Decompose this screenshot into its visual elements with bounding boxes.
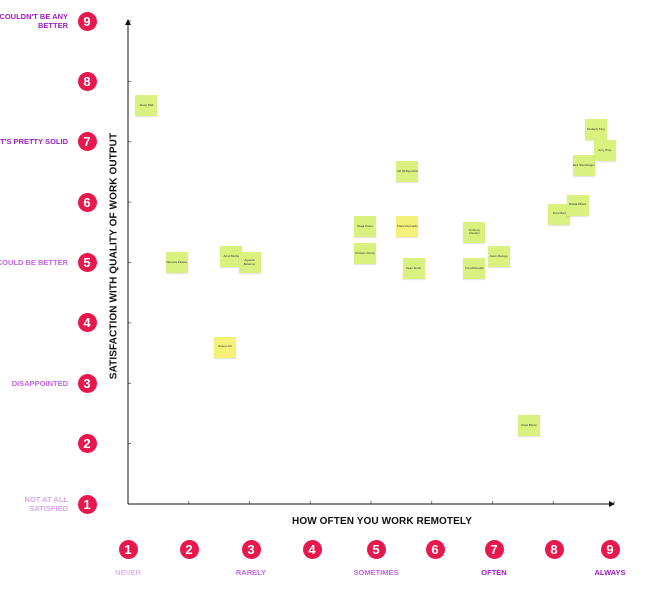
y-scale-label-1: NOT AT ALL SATISFIED bbox=[24, 495, 68, 513]
y-scale-badge-9: 9 bbox=[77, 11, 97, 31]
y-scale-label-3: DISAPPOINTED bbox=[11, 378, 68, 388]
sticky-note[interactable]: Sid McReynolds bbox=[396, 161, 419, 183]
y-scale-badge-7: 7 bbox=[77, 132, 97, 152]
sticky-note[interactable]: Kimberly King bbox=[584, 119, 607, 141]
x-scale-badge-8: 8 bbox=[544, 539, 564, 559]
x-scale-badge-2: 2 bbox=[179, 539, 199, 559]
sticky-note[interactable]: Michal Wlator bbox=[566, 194, 589, 216]
x-scale-badge-6: 6 bbox=[425, 539, 445, 559]
y-scale-badge-6: 6 bbox=[77, 192, 97, 212]
x-scale-badge-3: 3 bbox=[241, 539, 261, 559]
sticky-note[interactable]: Tob McDonald bbox=[463, 258, 486, 280]
sticky-note[interactable]: Jared Bloom bbox=[517, 415, 540, 436]
x-scale-label-9: ALWAYS bbox=[594, 568, 626, 577]
y-scale-badge-8: 8 bbox=[77, 71, 97, 91]
y-axis-title: SATISFACTION WITH QUALITY OF WORK OUTPUT bbox=[108, 132, 120, 380]
x-scale-badge-7: 7 bbox=[484, 539, 504, 559]
y-scale-badge-3: 3 bbox=[77, 373, 97, 393]
sticky-note[interactable]: Mega Potter bbox=[353, 215, 376, 237]
sticky-note[interactable]: Agueda Betancur bbox=[238, 252, 261, 273]
sticky-note[interactable]: Kimberly Chudeni bbox=[463, 221, 486, 243]
sticky-note[interactable]: Doris Barr bbox=[548, 203, 571, 225]
y-scale-badge-4: 4 bbox=[77, 313, 97, 333]
sticky-note[interactable]: Rasmo KC bbox=[214, 336, 237, 358]
sticky-note[interactable]: Sean Smith bbox=[402, 258, 425, 280]
y-scale-label-5: COULD BE BETTER bbox=[0, 258, 68, 267]
sticky-note[interactable]: Vanessa Ziewes bbox=[165, 252, 188, 273]
x-scale-badge-1: 1 bbox=[118, 539, 138, 559]
x-scale-badge-9: 9 bbox=[600, 539, 620, 559]
y-scale-badge-1: 1 bbox=[77, 494, 97, 514]
x-scale-badge-5: 5 bbox=[366, 539, 386, 559]
y-scale-label-9: COULDN'T BE ANY BETTER bbox=[0, 12, 68, 30]
x-axis-title: HOW OFTEN YOU WORK REMOTELY bbox=[292, 516, 472, 527]
sticky-note[interactable]: Jerry Price bbox=[593, 140, 616, 162]
y-scale-badge-5: 5 bbox=[77, 253, 97, 272]
sticky-note[interactable]: Christen Penny bbox=[353, 242, 376, 264]
y-scale-label-7: IT'S PRETTY SOLID bbox=[0, 137, 68, 147]
sticky-note[interactable]: Jason Wali bbox=[135, 95, 158, 117]
x-scale-label-3: RARELY bbox=[235, 568, 267, 577]
x-scale-label-7: OFTEN bbox=[481, 568, 507, 577]
x-scale-label-5: SOMETIMES bbox=[353, 568, 399, 577]
sticky-note[interactable]: Arnol Mehta bbox=[220, 245, 243, 267]
y-scale-badge-2: 2 bbox=[77, 434, 97, 454]
sticky-note[interactable]: Jason Ramgo bbox=[487, 245, 510, 267]
x-scale-label-1: NEVER bbox=[115, 568, 141, 577]
sticky-note[interactable]: Dick Shudobagal bbox=[572, 155, 595, 177]
sticky-note[interactable]: Frane Deccardo bbox=[396, 215, 419, 237]
x-scale-badge-4: 4 bbox=[302, 539, 322, 559]
